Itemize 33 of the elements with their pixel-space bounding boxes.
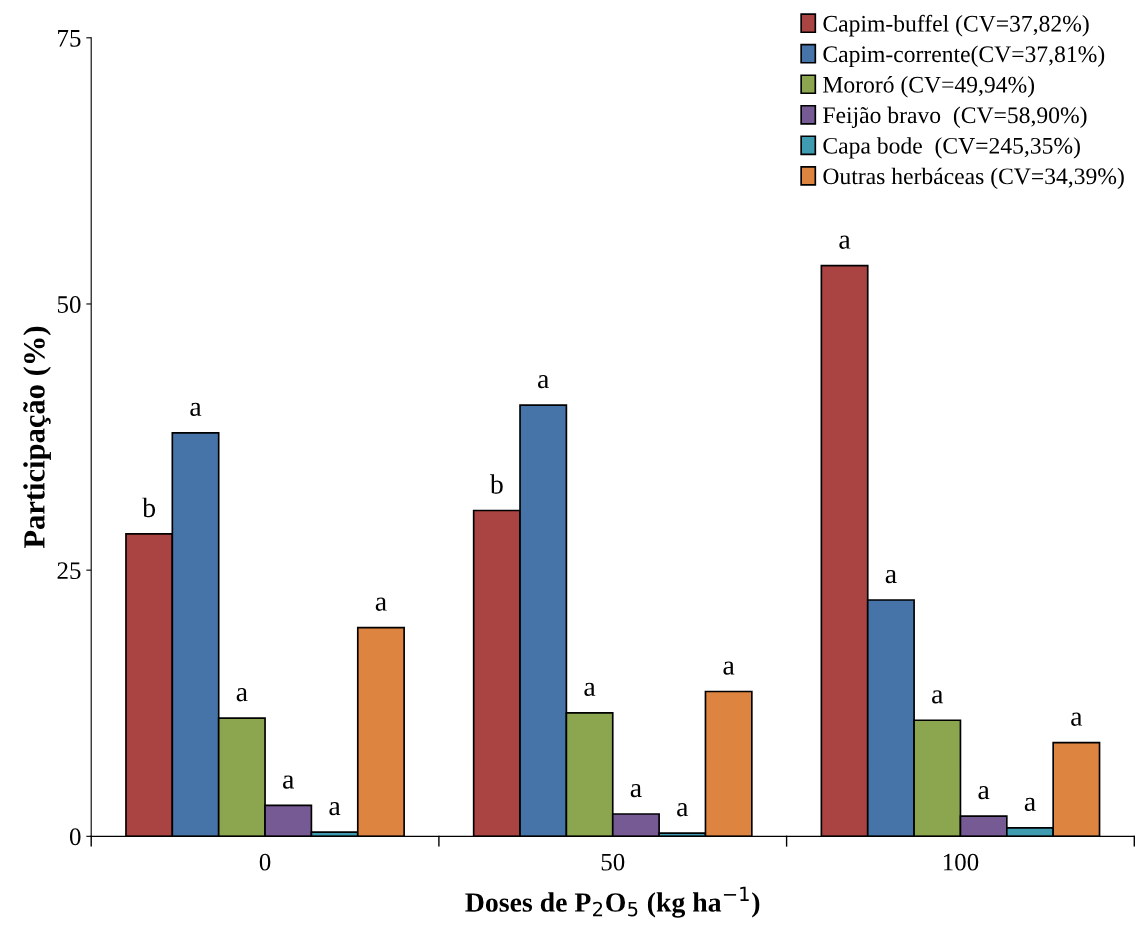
legend-label: Feijão bravo (CV=58,90%) [823, 106, 1087, 129]
data-label: a [677, 803, 689, 817]
y-tick-label: 25 [57, 562, 81, 580]
data-label: a [584, 682, 596, 697]
data-label: b [142, 497, 156, 518]
data-label: a [978, 786, 990, 800]
data-label: a [932, 690, 944, 704]
data-label: a [329, 802, 341, 816]
data-label: a [630, 783, 642, 798]
data-label: a [538, 375, 549, 389]
y-tick-label: 50 [57, 296, 81, 313]
legend-label: Capim-buffel (CV=37,82%) [823, 14, 1089, 37]
data-label: a [839, 235, 851, 249]
x-tick-label: 50 [601, 853, 625, 871]
x-axis-title: Doses de P$_{2}$O$_{5}$ (kg ha$^{−1}$) [465, 886, 760, 918]
data-label: a [236, 688, 248, 702]
data-label: a [723, 661, 735, 675]
y-tick-label: 0 [69, 828, 81, 846]
data-label: a [1071, 712, 1083, 726]
data-label: a [885, 569, 897, 584]
legend-label: Mororó (CV=49,94%) [823, 76, 1035, 98]
legend-label: Outras herbáceas (CV=34,39%) [823, 167, 1124, 190]
data-label: b [489, 474, 503, 494]
legend-label: Capa bode (CV=245,35%) [823, 137, 1080, 159]
x-tick-label: 0 [259, 853, 271, 871]
legend-label: Capim-corrente(CV=37,81%) [823, 45, 1105, 67]
data-label: a [1024, 797, 1036, 812]
data-label: a [190, 402, 202, 417]
data-label: a [375, 597, 387, 611]
data-label: a [283, 775, 295, 789]
y-tick-label: 75 [58, 30, 81, 47]
y-axis-title: Participação (%) [23, 326, 51, 549]
x-tick-label: 100 [943, 853, 979, 871]
